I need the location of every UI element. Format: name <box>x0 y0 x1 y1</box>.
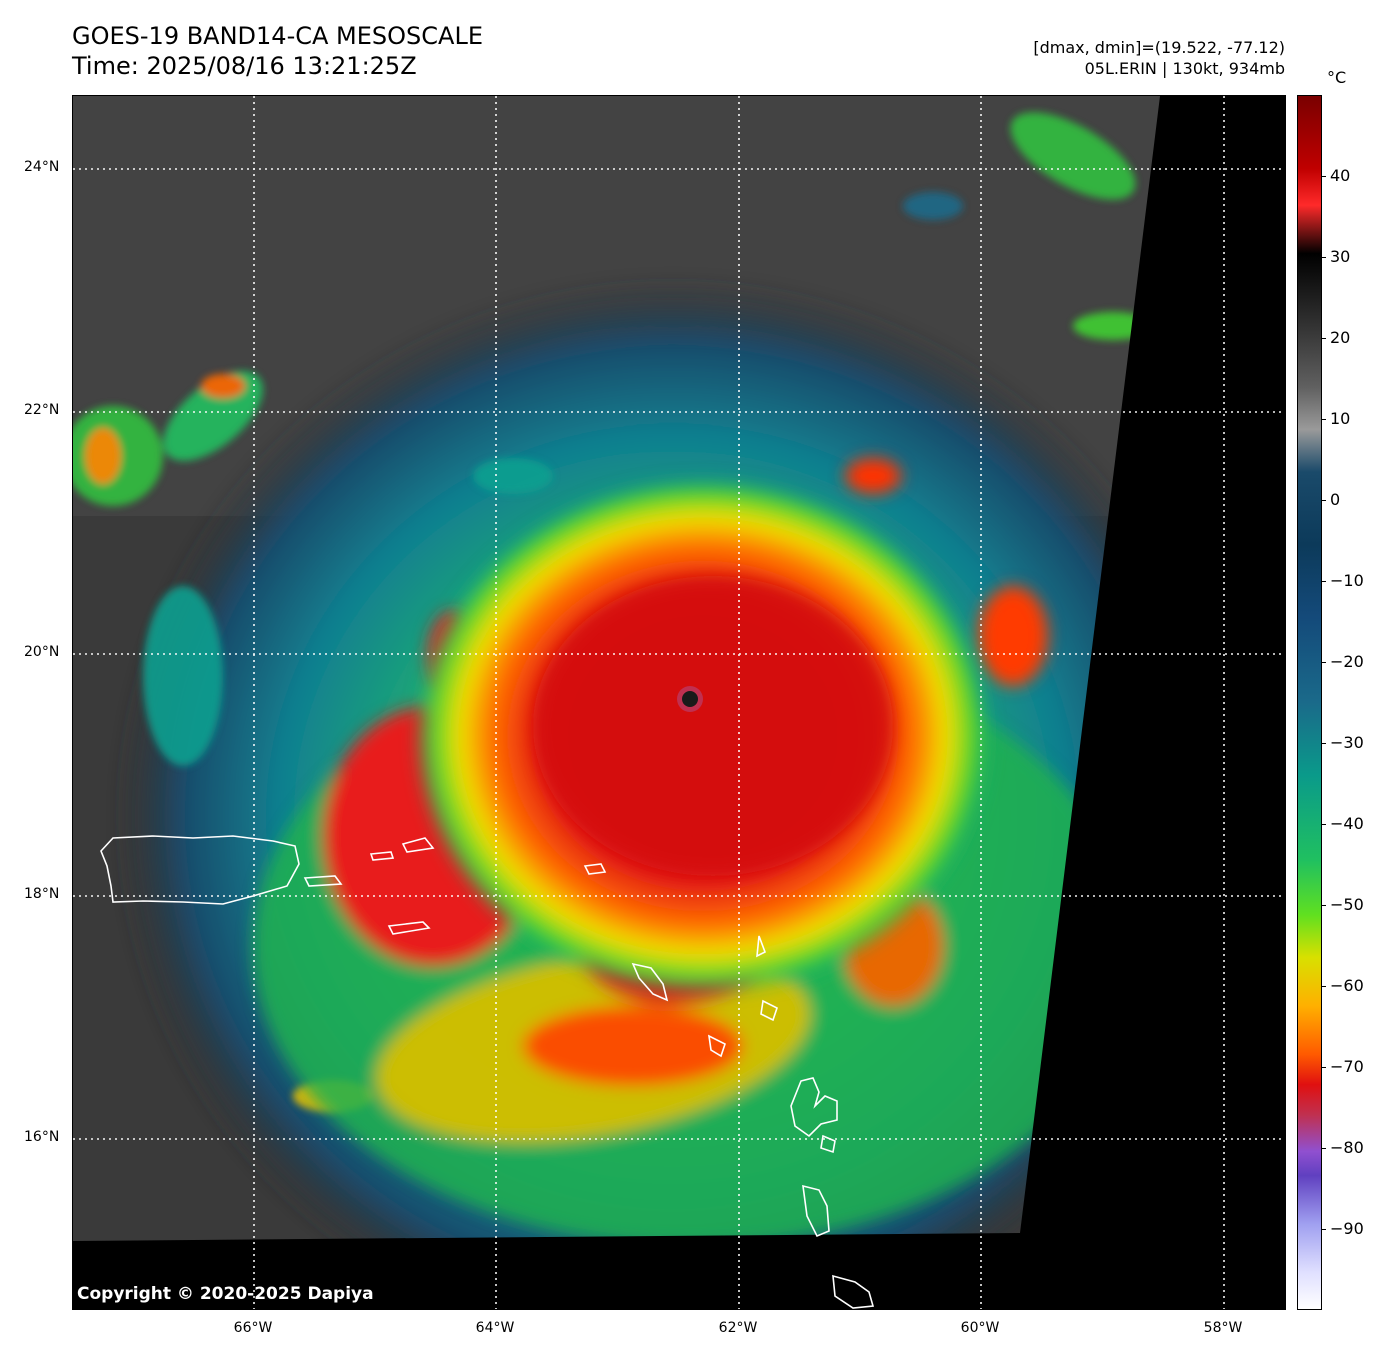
colorbar-unit: °C <box>1327 68 1347 87</box>
colorbar-tick-mark <box>1321 905 1326 906</box>
satellite-map[interactable] <box>72 95 1286 1310</box>
copyright: Copyright © 2020-2025 Dapiya <box>77 1284 374 1304</box>
colorbar-tick-mark <box>1321 1229 1326 1230</box>
colorbar-tick-mark <box>1321 419 1326 420</box>
colorbar-tick: −60 <box>1330 976 1364 995</box>
lon-tick-66: 66°W <box>233 1320 273 1336</box>
colorbar-tick-mark <box>1321 176 1326 177</box>
colorbar-tick-mark <box>1321 824 1326 825</box>
lat-tick-24: 24°N <box>24 159 60 175</box>
colorbar-tick-mark <box>1321 662 1326 663</box>
colorbar-tick: −40 <box>1330 814 1364 833</box>
lon-tick-58: 58°W <box>1203 1320 1243 1336</box>
colorbar-tick: −20 <box>1330 652 1364 671</box>
info-line1: [dmax, dmin]=(19.522, -77.12) <box>1033 38 1285 57</box>
colorbar-tick-mark <box>1321 500 1326 501</box>
colorbar-tick-mark <box>1321 581 1326 582</box>
dominica-outline <box>802 1184 830 1238</box>
title-line1: GOES-19 BAND14-CA MESOSCALE <box>72 22 483 50</box>
satellite-image <box>73 96 1285 1309</box>
colorbar-tick: −90 <box>1330 1219 1364 1238</box>
lat-tick-16: 16°N <box>24 1129 60 1145</box>
colorbar-tick-mark <box>1321 743 1326 744</box>
colorbar-tick-mark <box>1321 257 1326 258</box>
colorbar-tick: −50 <box>1330 895 1364 914</box>
colorbar-tick: −10 <box>1330 571 1364 590</box>
title-line2: Time: 2025/08/16 13:21:25Z <box>72 52 417 80</box>
colorbar-tick: 30 <box>1330 247 1351 266</box>
lon-tick-62: 62°W <box>718 1320 758 1336</box>
colorbar-tick: 20 <box>1330 328 1351 347</box>
colorbar-tick: 40 <box>1330 166 1351 185</box>
colorbar-tick: 10 <box>1330 409 1351 428</box>
puerto-rico-outline <box>100 835 300 905</box>
info-line2: 05L.ERIN | 130kt, 934mb <box>1084 59 1285 78</box>
colorbar-tick: −30 <box>1330 733 1364 752</box>
colorbar-tick-mark <box>1321 338 1326 339</box>
colorbar-tick: 0 <box>1330 490 1341 509</box>
lat-tick-20: 20°N <box>24 644 60 660</box>
lat-tick-22: 22°N <box>24 402 60 418</box>
lon-tick-60: 60°W <box>960 1320 1000 1336</box>
colorbar-tick: −70 <box>1330 1057 1364 1076</box>
guadeloupe-outline <box>790 1077 838 1138</box>
martinique-outline <box>832 1274 875 1309</box>
lon-tick-64: 64°W <box>475 1320 515 1336</box>
colorbar-tick-mark <box>1321 1067 1326 1068</box>
colorbar-tick: −80 <box>1330 1138 1364 1157</box>
colorbar-tick-mark <box>1321 986 1326 987</box>
lat-tick-18: 18°N <box>24 886 60 902</box>
colorbar-tick-mark <box>1321 1148 1326 1149</box>
colorbar <box>1297 95 1322 1310</box>
